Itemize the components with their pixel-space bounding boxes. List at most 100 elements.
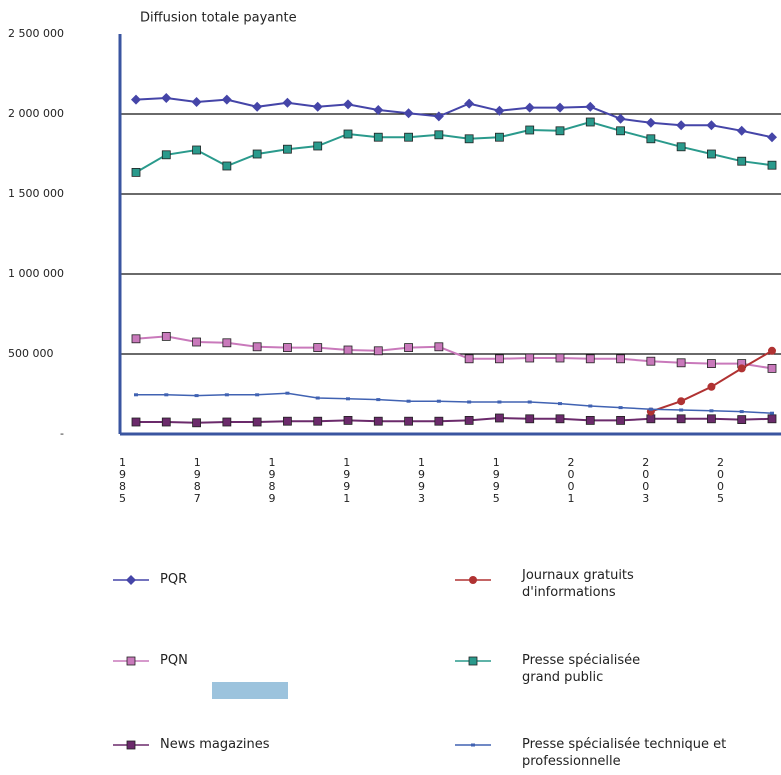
data-point	[770, 411, 774, 415]
data-point	[464, 415, 474, 425]
data-point	[555, 126, 565, 136]
x-tick-label: 2005	[714, 456, 727, 504]
data-point	[555, 353, 565, 363]
legend-marker	[471, 743, 475, 747]
data-point	[739, 410, 744, 414]
data-point	[373, 105, 384, 115]
data-point	[313, 343, 323, 353]
legend-marker	[126, 575, 136, 585]
data-point	[192, 418, 201, 428]
data-point	[464, 354, 474, 364]
data-point	[737, 364, 746, 373]
y-tick-label: 1 500 000	[8, 187, 64, 200]
data-point	[282, 97, 293, 108]
data-point	[285, 391, 290, 395]
data-point	[131, 167, 141, 177]
data-point	[283, 343, 292, 353]
data-point	[373, 346, 383, 356]
data-point	[525, 414, 535, 424]
x-tick-label: 1993	[415, 456, 428, 504]
data-point	[404, 416, 413, 426]
data-point	[467, 400, 472, 404]
data-point	[524, 102, 535, 113]
data-point	[646, 356, 656, 366]
data-point	[618, 406, 623, 410]
data-point	[615, 113, 626, 124]
data-point	[224, 393, 229, 397]
data-point	[434, 342, 444, 352]
data-point	[555, 102, 565, 113]
data-point	[283, 416, 292, 426]
x-tick-label: 1995	[489, 456, 503, 504]
x-tick-label: 1987	[190, 456, 204, 504]
series-line	[136, 416, 773, 424]
data-point	[616, 415, 625, 425]
data-point	[252, 101, 263, 112]
data-point	[192, 145, 201, 155]
x-tick-label: 1989	[265, 456, 279, 504]
data-point	[404, 132, 413, 142]
y-tick-label: 2 500 000	[8, 27, 64, 40]
data-point	[525, 125, 535, 135]
data-point	[677, 397, 686, 406]
data-point	[555, 414, 565, 424]
data-point	[768, 346, 776, 355]
data-point	[495, 413, 504, 423]
data-point	[495, 132, 504, 142]
data-point	[464, 98, 475, 109]
legend-label: Presse spécialisée grand public	[522, 653, 641, 685]
data-point	[679, 408, 684, 412]
data-point	[222, 161, 232, 171]
data-point	[191, 97, 202, 107]
data-point	[646, 414, 656, 424]
chart-title: Diffusion totale payante	[140, 11, 297, 26]
data-point	[315, 396, 320, 400]
data-point	[497, 400, 502, 404]
data-point	[585, 117, 595, 127]
data-point	[313, 141, 323, 151]
data-point	[585, 354, 595, 364]
data-point	[707, 382, 716, 391]
data-point	[252, 417, 262, 427]
legend-label: News magazines	[160, 737, 270, 752]
data-point	[161, 93, 172, 103]
data-point	[495, 354, 504, 364]
series-line	[135, 96, 773, 139]
data-point	[346, 397, 350, 401]
data-point	[404, 343, 413, 353]
data-point	[222, 338, 232, 348]
legend-label: PQR	[160, 572, 188, 587]
data-point	[161, 150, 171, 160]
data-point	[767, 132, 777, 143]
data-point	[676, 120, 687, 131]
data-point	[767, 414, 777, 424]
x-tick-label: 1985	[116, 456, 129, 504]
data-point	[707, 149, 716, 159]
data-point	[707, 414, 716, 424]
data-point	[585, 101, 596, 112]
data-point	[252, 342, 262, 352]
x-tick-label: 2001	[564, 456, 578, 504]
data-point	[434, 130, 444, 140]
legend-marker	[468, 656, 478, 666]
data-point	[403, 108, 414, 119]
y-tick-label: 500 000	[8, 347, 54, 360]
data-point	[585, 415, 595, 425]
data-point	[709, 409, 714, 413]
data-point	[494, 105, 505, 116]
data-point	[192, 337, 201, 347]
data-point	[194, 394, 199, 398]
data-point	[222, 417, 232, 427]
data-point	[676, 142, 686, 152]
legend-marker	[126, 740, 136, 750]
data-point	[406, 399, 411, 403]
data-point	[252, 149, 262, 159]
series-line	[136, 392, 773, 414]
data-point	[646, 134, 656, 144]
data-point	[737, 415, 747, 425]
data-point	[433, 111, 444, 122]
data-point	[131, 417, 141, 427]
data-point	[527, 400, 532, 404]
legend-label: Journaux gratuits d'informations	[522, 568, 634, 600]
